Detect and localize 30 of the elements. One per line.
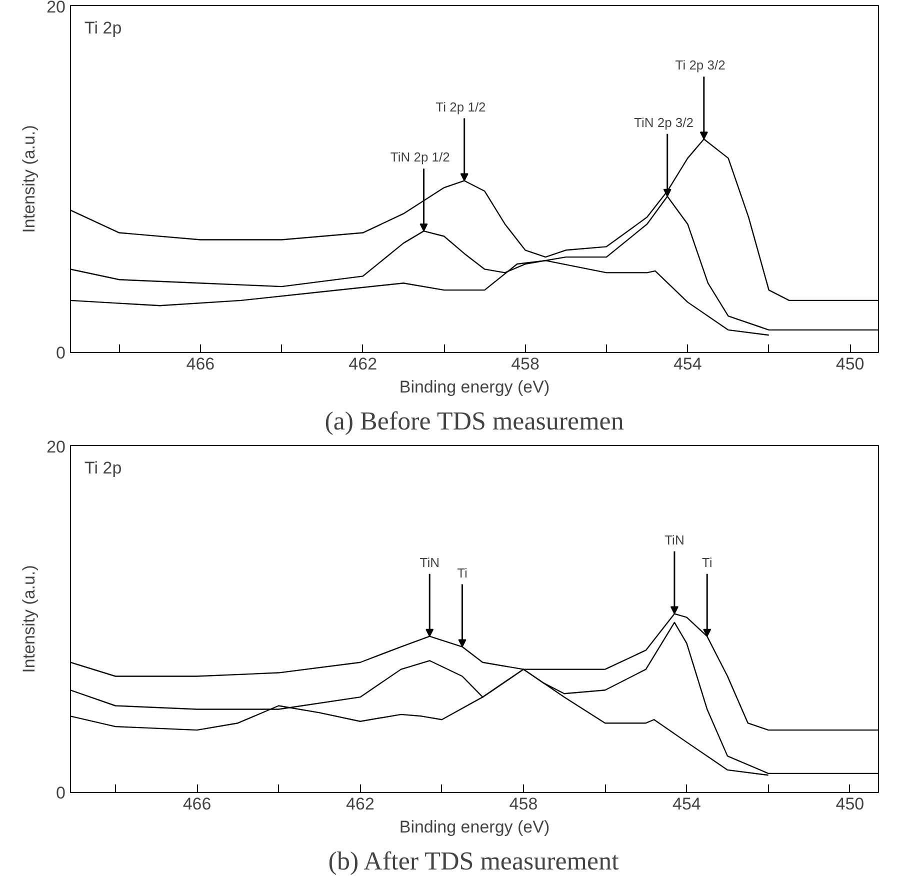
x-tick-label: 466 xyxy=(186,354,215,374)
annotation: Ti 2p 3/2 xyxy=(675,58,726,73)
y-tick-label: 0 xyxy=(56,784,66,802)
x-tick-label: 458 xyxy=(511,354,540,374)
annotation: TiN 2p 1/2 xyxy=(390,150,450,165)
x-tick-label: 454 xyxy=(672,794,701,814)
annotation: Ti xyxy=(457,565,468,580)
annotation: Ti 2p xyxy=(84,458,122,478)
annotation: Ti 2p xyxy=(84,18,122,38)
y-axis-title: Intensity (a.u.) xyxy=(20,565,39,673)
x-tick-label: 458 xyxy=(509,794,538,814)
x-tick-label: 450 xyxy=(836,354,864,374)
x-axis-title: Binding energy (eV) xyxy=(399,818,550,836)
x-tick-label: 462 xyxy=(346,794,374,814)
annotation: Ti xyxy=(702,554,712,570)
y-tick-label: 0 xyxy=(56,344,66,362)
text: (b) After TDS measurement xyxy=(328,846,620,876)
y-axis-title: Intensity (a.u.) xyxy=(20,125,39,233)
x-tick-label: 462 xyxy=(348,354,378,374)
annotation: TiN xyxy=(420,554,440,570)
x-tick-label: 450 xyxy=(836,794,864,814)
annotation: TiN xyxy=(664,532,684,548)
annotation: Ti 2p 1/2 xyxy=(436,99,486,114)
annotation: TiN 2p 3/2 xyxy=(634,114,694,130)
x-axis-title: Binding energy (eV) xyxy=(399,378,550,396)
text: (a) Before TDS measuremen xyxy=(324,406,624,436)
x-tick-label: 466 xyxy=(182,794,212,814)
x-tick-label: 454 xyxy=(673,354,702,374)
y-tick-label: 20 xyxy=(46,0,66,16)
y-tick-label: 20 xyxy=(46,438,66,456)
